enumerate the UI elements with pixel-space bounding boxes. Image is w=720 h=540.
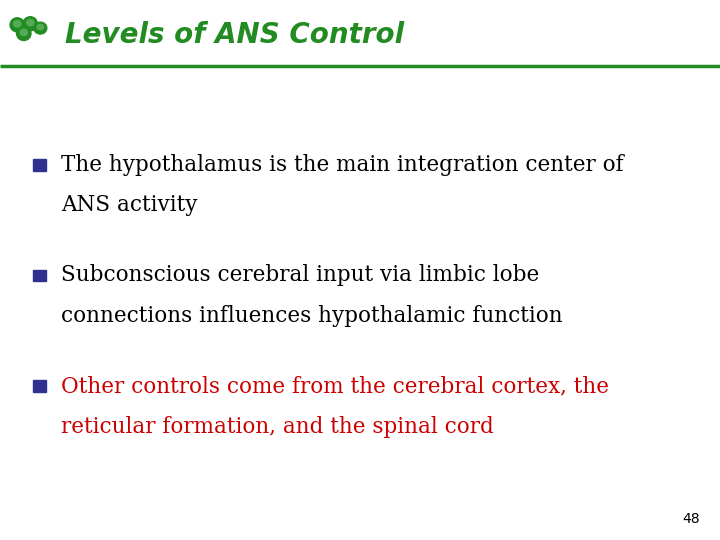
Ellipse shape xyxy=(14,21,21,27)
Text: Subconscious cerebral input via limbic lobe: Subconscious cerebral input via limbic l… xyxy=(61,265,539,286)
Ellipse shape xyxy=(27,19,34,26)
Bar xyxy=(33,269,46,281)
Ellipse shape xyxy=(37,24,44,30)
Text: Other controls come from the cerebral cortex, the: Other controls come from the cerebral co… xyxy=(61,375,609,397)
Bar xyxy=(33,159,46,171)
Text: connections influences hypothalamic function: connections influences hypothalamic func… xyxy=(61,305,563,327)
Text: Levels of ANS Control: Levels of ANS Control xyxy=(65,21,404,49)
Ellipse shape xyxy=(20,29,27,36)
Text: The hypothalamus is the main integration center of: The hypothalamus is the main integration… xyxy=(61,154,624,176)
Ellipse shape xyxy=(23,17,37,31)
Ellipse shape xyxy=(34,22,47,34)
Ellipse shape xyxy=(17,26,31,40)
Ellipse shape xyxy=(10,18,24,32)
Text: 48: 48 xyxy=(683,512,700,526)
Bar xyxy=(33,380,46,392)
Text: reticular formation, and the spinal cord: reticular formation, and the spinal cord xyxy=(61,416,494,437)
Text: ANS activity: ANS activity xyxy=(61,194,198,216)
